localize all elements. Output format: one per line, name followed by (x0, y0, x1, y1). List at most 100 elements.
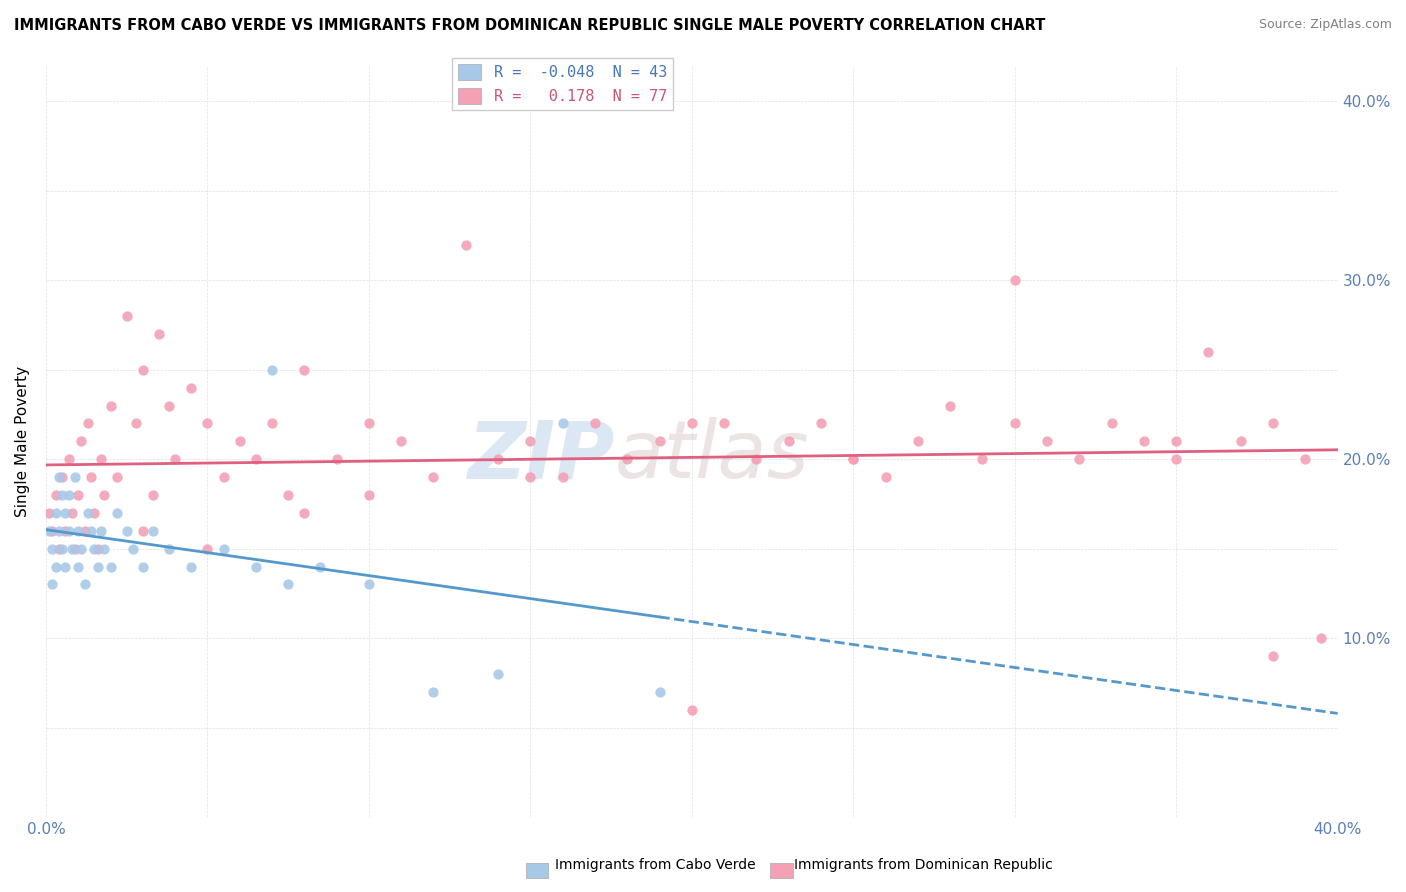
Point (86, 559, 108, 574)
Point (180, 381, 202, 395)
Point (260, 417, 283, 431)
Point (842, 452, 865, 467)
Point (157, 541, 180, 556)
Point (67, 524, 90, 538)
Point (51, 488, 73, 502)
Point (212, 541, 235, 556)
Text: ZIP: ZIP (467, 417, 614, 495)
Point (45, 559, 67, 574)
Point (73, 524, 96, 538)
Point (422, 685, 444, 699)
Point (122, 541, 145, 556)
Point (875, 470, 897, 484)
Point (292, 506, 315, 520)
Point (583, 417, 606, 431)
Point (357, 577, 380, 591)
Point (180, 559, 202, 574)
Point (38, 524, 60, 538)
Point (1229, 434, 1251, 449)
Legend: R =  -0.048  N = 43, R =   0.178  N = 77: R = -0.048 N = 43, R = 0.178 N = 77 (453, 58, 673, 110)
Point (1166, 434, 1188, 449)
Point (486, 666, 509, 681)
Point (141, 488, 163, 502)
Point (48, 524, 70, 538)
Point (51, 470, 73, 484)
Point (681, 703, 703, 717)
Point (1166, 452, 1188, 467)
Point (165, 452, 187, 467)
Text: IMMIGRANTS FROM CABO VERDE VS IMMIGRANTS FROM DOMINICAN REPUBLIC SINGLE MALE POV: IMMIGRANTS FROM CABO VERDE VS IMMIGRANTS… (14, 18, 1046, 33)
Point (58, 452, 80, 467)
Point (357, 488, 380, 502)
Point (197, 541, 219, 556)
Point (1310, 631, 1333, 645)
Point (73, 577, 96, 591)
Point (86, 541, 108, 556)
Point (41, 577, 63, 591)
Point (197, 417, 219, 431)
Point (125, 417, 148, 431)
Point (1261, 648, 1284, 663)
Point (80, 524, 103, 538)
Point (616, 452, 638, 467)
Text: Immigrants from Dominican Republic: Immigrants from Dominican Republic (794, 858, 1053, 872)
Point (53, 506, 76, 520)
Point (972, 452, 994, 467)
Point (115, 309, 138, 323)
Point (93, 488, 115, 502)
Point (277, 577, 299, 591)
Point (486, 452, 509, 467)
Point (277, 488, 299, 502)
Point (77, 417, 100, 431)
Point (157, 399, 180, 413)
Point (100, 559, 122, 574)
Point (48, 470, 70, 484)
Point (58, 488, 80, 502)
Point (45, 506, 67, 520)
Point (132, 524, 155, 538)
Point (648, 685, 671, 699)
Point (67, 559, 90, 574)
Text: atlas: atlas (614, 417, 808, 495)
Point (1133, 434, 1156, 449)
Point (90, 524, 112, 538)
Point (519, 434, 541, 449)
Point (48, 541, 70, 556)
Point (83, 506, 105, 520)
Point (648, 434, 671, 449)
Point (132, 559, 155, 574)
Point (228, 434, 250, 449)
Point (38, 506, 60, 520)
Point (1069, 452, 1091, 467)
Point (1294, 452, 1316, 467)
Point (63, 541, 86, 556)
Point (1261, 417, 1284, 431)
Point (77, 506, 100, 520)
Point (325, 452, 347, 467)
Point (63, 470, 86, 484)
Point (53, 559, 76, 574)
Point (115, 524, 138, 538)
Point (292, 363, 315, 377)
Point (51, 541, 73, 556)
Point (551, 417, 574, 431)
Point (245, 452, 267, 467)
Point (105, 506, 128, 520)
Point (454, 237, 477, 252)
Point (842, 452, 865, 467)
Point (45, 488, 67, 502)
Point (53, 524, 76, 538)
Point (148, 326, 170, 341)
Point (778, 434, 800, 449)
Text: Source: ZipAtlas.com: Source: ZipAtlas.com (1258, 18, 1392, 31)
Point (260, 363, 283, 377)
Point (519, 470, 541, 484)
Point (907, 434, 929, 449)
Point (80, 470, 103, 484)
Point (389, 434, 412, 449)
Point (41, 524, 63, 538)
Point (1036, 434, 1059, 449)
Point (132, 363, 155, 377)
Point (713, 417, 735, 431)
Y-axis label: Single Male Poverty: Single Male Poverty (15, 366, 30, 516)
